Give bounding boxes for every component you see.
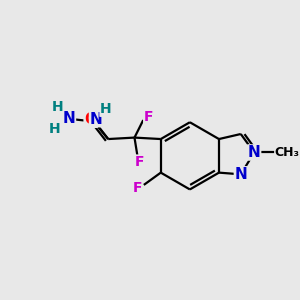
Text: F: F (135, 155, 145, 169)
Text: N: N (90, 112, 102, 127)
Text: H: H (100, 102, 112, 116)
Text: N: N (248, 145, 261, 160)
Text: N: N (234, 167, 247, 182)
Text: F: F (133, 182, 142, 195)
Text: H: H (49, 122, 60, 136)
Text: N: N (63, 110, 75, 125)
Text: CH₃: CH₃ (275, 146, 300, 159)
Text: F: F (144, 110, 153, 124)
Text: O: O (84, 112, 97, 127)
Text: H: H (52, 100, 63, 114)
